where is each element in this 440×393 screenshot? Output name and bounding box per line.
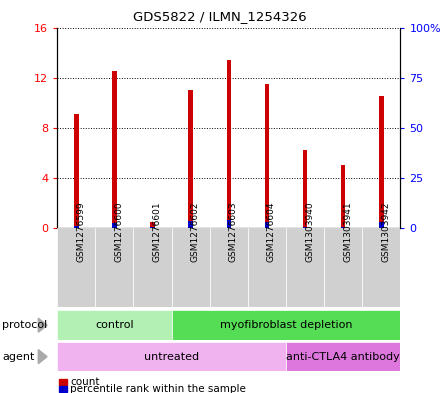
Bar (341, 227, 345, 228)
Bar (286, 342, 400, 371)
Bar (286, 228, 324, 307)
Bar (324, 228, 362, 307)
Bar (133, 228, 172, 307)
Bar (264, 222, 269, 228)
Bar (172, 228, 210, 307)
Bar (303, 227, 308, 228)
Bar (227, 60, 231, 228)
Bar (362, 228, 400, 307)
Bar (188, 221, 193, 228)
Bar (248, 228, 286, 307)
Text: GSM1276599: GSM1276599 (76, 202, 85, 262)
Bar (210, 228, 248, 307)
Text: GSM1303942: GSM1303942 (381, 202, 390, 262)
Bar (57, 310, 172, 340)
Text: control: control (95, 320, 134, 330)
Text: GSM1276602: GSM1276602 (191, 202, 200, 262)
Bar (112, 222, 117, 228)
Bar (264, 84, 269, 228)
Bar (150, 222, 155, 228)
Text: GSM1276601: GSM1276601 (153, 202, 161, 262)
Text: count: count (70, 377, 100, 387)
Bar (341, 165, 345, 228)
Bar (379, 222, 384, 228)
Text: GSM1276604: GSM1276604 (267, 202, 276, 262)
Bar (188, 90, 193, 228)
Bar (57, 228, 95, 307)
Bar (57, 342, 286, 371)
Text: GSM1303940: GSM1303940 (305, 202, 314, 262)
Text: protocol: protocol (2, 320, 48, 330)
Text: agent: agent (2, 352, 35, 362)
Bar (74, 114, 79, 228)
Text: GDS5822 / ILMN_1254326: GDS5822 / ILMN_1254326 (133, 10, 307, 23)
Text: GSM1276600: GSM1276600 (114, 202, 123, 262)
Text: GSM1276603: GSM1276603 (229, 202, 238, 262)
Bar (112, 72, 117, 228)
Bar (303, 150, 308, 228)
Text: percentile rank within the sample: percentile rank within the sample (70, 384, 246, 393)
Bar (150, 227, 155, 228)
Text: untreated: untreated (144, 352, 199, 362)
Bar (172, 310, 400, 340)
Bar (227, 220, 231, 228)
Bar (74, 226, 79, 228)
Text: myofibroblast depletion: myofibroblast depletion (220, 320, 352, 330)
Bar (95, 228, 133, 307)
Bar (379, 96, 384, 228)
Text: GSM1303941: GSM1303941 (343, 202, 352, 262)
Text: anti-CTLA4 antibody: anti-CTLA4 antibody (286, 352, 400, 362)
